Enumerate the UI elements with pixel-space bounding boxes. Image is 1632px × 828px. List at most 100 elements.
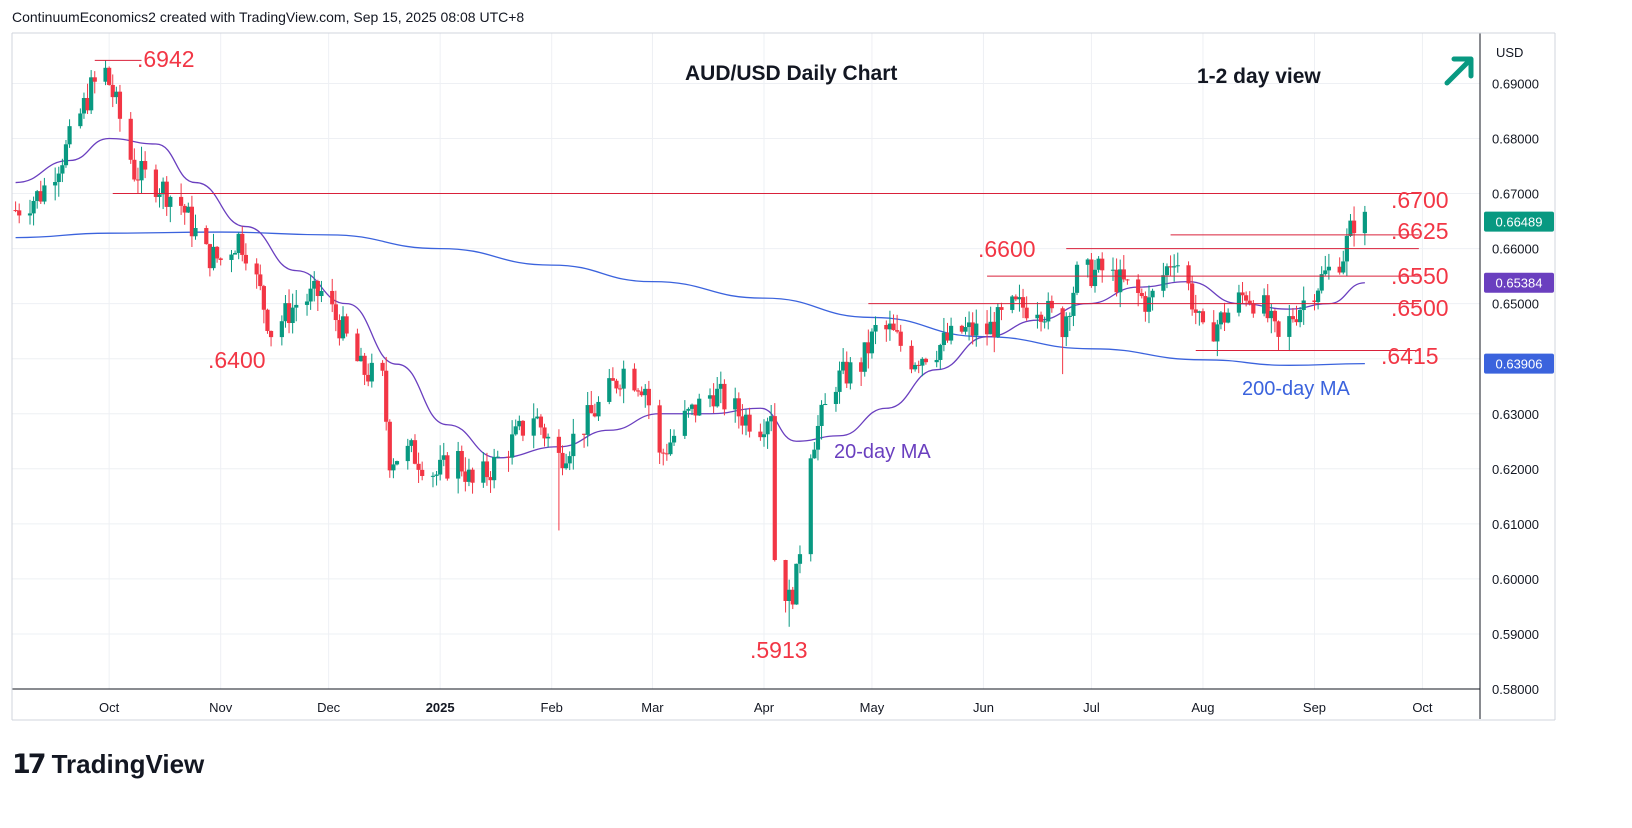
candle-body bbox=[765, 421, 770, 435]
ma200-path bbox=[15, 231, 1365, 366]
candle-body bbox=[1042, 321, 1047, 323]
candle-body bbox=[1035, 314, 1040, 319]
candle-body bbox=[168, 196, 173, 207]
candle-body bbox=[204, 228, 209, 245]
candle-body bbox=[1168, 266, 1173, 268]
candle-body bbox=[758, 431, 763, 438]
candle-body bbox=[844, 361, 849, 384]
price-badge bbox=[1484, 353, 1554, 374]
candle-body bbox=[895, 330, 900, 332]
candle-body bbox=[330, 290, 335, 305]
candle-body bbox=[1265, 295, 1270, 319]
candle-body bbox=[495, 456, 500, 458]
level-label: .6942 bbox=[137, 46, 195, 72]
candle-body bbox=[837, 370, 842, 392]
candle-body bbox=[567, 456, 572, 464]
level-lines bbox=[94, 59, 1419, 351]
candle-body bbox=[1362, 211, 1367, 234]
candle-body bbox=[492, 457, 497, 481]
x-tick-label: Aug bbox=[1191, 700, 1214, 715]
candle-body bbox=[546, 436, 551, 439]
candle-body bbox=[1287, 316, 1292, 337]
candle-body bbox=[1222, 312, 1227, 323]
candle-body bbox=[661, 452, 666, 454]
candle-body bbox=[538, 416, 544, 428]
candle-body bbox=[617, 388, 623, 390]
price-badge bbox=[1484, 211, 1554, 232]
candle-body bbox=[459, 451, 464, 472]
candle-body bbox=[646, 388, 651, 406]
candle-body bbox=[1064, 316, 1069, 338]
candle-body bbox=[1326, 266, 1331, 271]
candle-body bbox=[1092, 269, 1098, 287]
candle-body bbox=[812, 449, 817, 459]
attribution-header: ContinuumEconomics2 created with Trading… bbox=[12, 9, 525, 25]
candle-body bbox=[988, 321, 993, 335]
candle-body bbox=[808, 458, 813, 555]
candle-body bbox=[240, 233, 245, 255]
tradingview-logo-text: TradingView bbox=[51, 749, 205, 779]
candle-body bbox=[1013, 296, 1018, 300]
candle-body bbox=[157, 194, 162, 197]
candle-body bbox=[520, 420, 526, 436]
candle-body bbox=[938, 345, 943, 360]
level-label: .6700 bbox=[1391, 187, 1449, 213]
x-tick-label: Jul bbox=[1083, 700, 1100, 715]
y-tick-label: 0.69000 bbox=[1492, 76, 1539, 91]
candle-body bbox=[117, 91, 123, 119]
candle-body bbox=[294, 304, 299, 308]
y-tick-label: 0.65000 bbox=[1492, 297, 1539, 312]
chart-annotation: 200-day MA bbox=[1242, 378, 1350, 400]
candle-body bbox=[884, 325, 889, 330]
candle-body bbox=[941, 332, 946, 346]
candle-body bbox=[898, 331, 903, 346]
candle-body bbox=[456, 451, 461, 479]
candle-body bbox=[736, 398, 741, 417]
candle-body bbox=[948, 325, 954, 341]
candle-body bbox=[81, 97, 87, 114]
candle-body bbox=[984, 323, 990, 335]
candle-body bbox=[1244, 295, 1249, 301]
candle-body bbox=[1269, 310, 1274, 319]
candle-body bbox=[787, 589, 792, 601]
candle-body bbox=[715, 388, 720, 407]
candle-body bbox=[722, 383, 727, 410]
candle-body bbox=[920, 358, 925, 366]
candle-body bbox=[337, 320, 342, 339]
candle-body bbox=[1146, 297, 1152, 312]
candle-body bbox=[743, 414, 749, 426]
candle-body bbox=[182, 205, 187, 213]
candle-body bbox=[797, 554, 803, 564]
candle-body bbox=[1110, 269, 1116, 271]
candle-body bbox=[153, 169, 159, 197]
candle-body bbox=[992, 321, 997, 338]
candle-body bbox=[1215, 324, 1220, 342]
candle-body bbox=[999, 307, 1004, 310]
candle-body bbox=[841, 361, 846, 371]
candle-body bbox=[312, 280, 317, 289]
candle-body bbox=[218, 258, 223, 260]
level-label: .6415 bbox=[1381, 343, 1439, 369]
candle-body bbox=[589, 405, 594, 414]
candle-body bbox=[769, 416, 774, 422]
candle-body bbox=[139, 161, 144, 181]
currency-label[interactable]: USD bbox=[1496, 45, 1523, 60]
candle-body bbox=[380, 362, 385, 371]
candle-body bbox=[974, 323, 979, 336]
candle-body bbox=[848, 362, 853, 384]
x-tick-label: Apr bbox=[754, 700, 775, 715]
candle-body bbox=[1024, 307, 1029, 319]
candle-body bbox=[790, 589, 795, 605]
tradingview-logo[interactable]: 17 TradingView bbox=[12, 749, 204, 780]
candle-body bbox=[1136, 279, 1141, 293]
candle-body bbox=[819, 404, 824, 426]
candle-body bbox=[89, 77, 94, 111]
candle-body bbox=[945, 332, 950, 341]
candle-body bbox=[161, 181, 166, 195]
candle-body bbox=[366, 374, 371, 382]
candle-body bbox=[279, 321, 284, 338]
candle-body bbox=[261, 286, 266, 310]
candle-body bbox=[484, 461, 490, 478]
candle-body bbox=[1211, 322, 1216, 342]
